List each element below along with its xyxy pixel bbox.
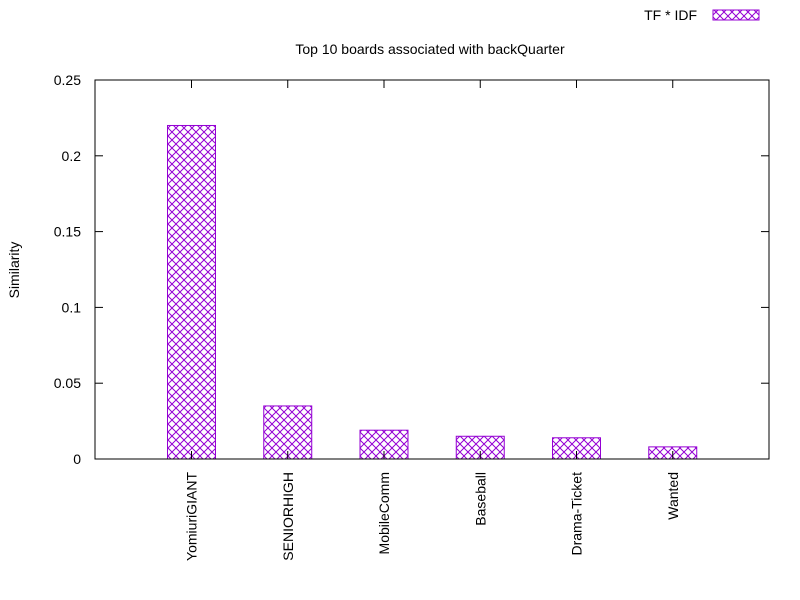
legend-label: TF * IDF: [644, 7, 697, 23]
y-axis: 0 0.05 0.1 0.15 0.2 0.25: [54, 72, 769, 467]
bars: [167, 124, 698, 460]
chart-title: Top 10 boards associated with backQuarte…: [295, 41, 565, 57]
x-tick-label: YomiuriGIANT: [184, 472, 200, 561]
y-tick-label: 0.2: [62, 148, 82, 164]
x-tick-label: Drama-Ticket: [569, 472, 585, 556]
x-axis: YomiuriGIANT SENIORHIGH MobileComm Baseball…: [184, 80, 681, 561]
bar: [263, 405, 313, 460]
x-tick-label: Baseball: [472, 472, 488, 526]
x-tick-label: Wanted: [665, 472, 681, 520]
y-tick-label: 0.05: [54, 375, 81, 391]
y-tick-label: 0.1: [62, 299, 82, 315]
x-tick-label: SENIORHIGH: [280, 472, 296, 561]
y-tick-label: 0.25: [54, 72, 81, 88]
y-axis-label: Similarity: [6, 242, 22, 299]
plot-border: [94, 79, 770, 460]
bar: [167, 124, 216, 460]
legend-swatch: [712, 9, 760, 21]
y-tick-label: 0: [73, 451, 81, 467]
legend: TF * IDF: [644, 7, 760, 23]
y-tick-label: 0.15: [54, 224, 81, 240]
x-tick-label: MobileComm: [376, 472, 392, 554]
